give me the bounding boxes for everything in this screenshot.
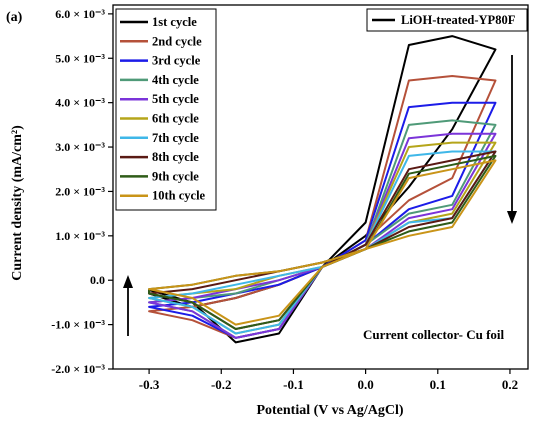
y-tick-label: 2.0 × 10⁻³ (55, 184, 105, 198)
x-tick-label: 0.1 (430, 377, 446, 392)
x-tick-label: -0.3 (139, 377, 160, 392)
panel-label: (a) (6, 10, 23, 25)
legend-entry-label: 9th cycle (152, 169, 199, 183)
y-tick-label: 1.0 × 10⁻³ (55, 229, 105, 243)
legend-entry-label: 7th cycle (152, 131, 199, 145)
legend-entry-label: 3rd cycle (152, 54, 201, 68)
y-tick-label: -1.0 × 10⁻³ (51, 318, 105, 332)
x-tick-label: 0.2 (502, 377, 518, 392)
x-tick-label: -0.1 (283, 377, 304, 392)
arrows (123, 55, 517, 336)
down-arrow-head (507, 211, 517, 224)
x-tick-label: -0.2 (211, 377, 232, 392)
up-arrow-head (123, 275, 133, 288)
y-tick-label: 6.0 × 10⁻³ (55, 7, 105, 21)
y-tick-label: 5.0 × 10⁻³ (55, 51, 105, 65)
sample-label-text: LiOH-treated-YP80F (401, 13, 516, 27)
series-line-cycle-10 (148, 159, 497, 326)
legend-entry-label: 8th cycle (152, 150, 199, 164)
x-axis-label: Potential (V vs Ag/AgCl) (256, 403, 404, 418)
legend-entry-label: 10th cycle (152, 189, 206, 203)
legend-entry-label: 6th cycle (152, 112, 199, 126)
legend: 1st cycle 2nd cycle 3rd cycle 4th cycle 5th … (115, 8, 217, 211)
legend-entry-label: 4th cycle (152, 73, 199, 87)
y-axis-label: Current density (mA/cm²) (10, 125, 25, 281)
y-tick-label: 4.0 × 10⁻³ (55, 96, 105, 110)
y-tick-label: 0.0 (90, 273, 105, 287)
annotation-current-collector: Current collector- Cu foil (363, 327, 505, 342)
sample-label-box: LiOH-treated-YP80F (366, 8, 528, 32)
series-line-cycle-5 (148, 132, 497, 339)
y-tick-label: -2.0 × 10⁻³ (51, 362, 105, 376)
y-tick-label: 3.0 × 10⁻³ (55, 140, 105, 154)
series-layer (148, 35, 497, 344)
ticks-layer: -0.3 -0.2 -0.1 0.0 0.1 0.2 -2.0 × 10⁻³ -1.0 × 1… (51, 7, 518, 392)
sample-label-frame (366, 8, 528, 32)
legend-entry-label: 2nd cycle (152, 34, 202, 48)
legend-entry-label: 5th cycle (152, 92, 199, 106)
x-tick-label: 0.0 (357, 377, 373, 392)
legend-entry-label: 1st cycle (152, 15, 197, 29)
plot-frame (112, 4, 529, 370)
